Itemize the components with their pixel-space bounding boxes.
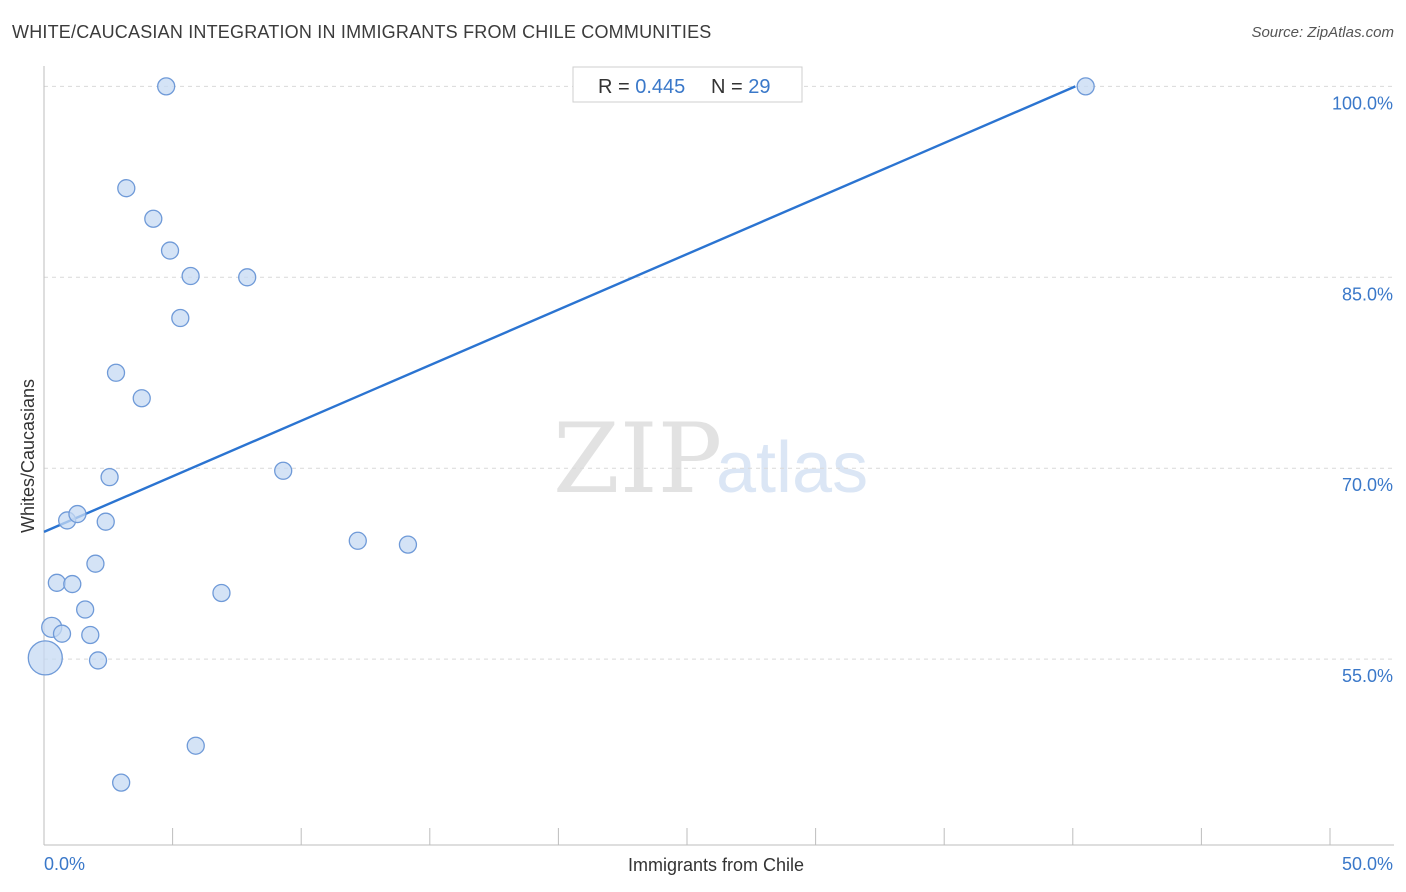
y-tick-label: 55.0% — [1342, 666, 1393, 686]
trendline — [43, 85, 1076, 533]
data-point[interactable] — [171, 308, 190, 328]
data-point[interactable] — [157, 77, 176, 96]
data-point[interactable] — [47, 573, 67, 592]
data-point[interactable] — [212, 583, 231, 603]
y-tick-label: 85.0% — [1342, 284, 1393, 304]
r-stat: R = 0.445 — [598, 76, 685, 98]
data-point[interactable] — [238, 268, 257, 287]
data-point[interactable] — [144, 209, 163, 228]
ticks: 55.0% 70.0% 85.0% 100.0% 0.0% 50.0% — [44, 93, 1393, 874]
watermark-zip: ZIP — [553, 403, 722, 515]
x-tick-label: 50.0% — [1342, 854, 1393, 874]
gridlines — [44, 85, 1394, 660]
data-point[interactable] — [112, 773, 131, 792]
data-point[interactable] — [76, 600, 95, 619]
watermark: ZIP atlas — [553, 403, 868, 515]
data-point[interactable] — [274, 461, 293, 480]
r-value: 0.445 — [635, 76, 685, 98]
data-point[interactable] — [186, 736, 205, 755]
data-point[interactable] — [106, 363, 126, 382]
chart-title: WHITE/CAUCASIAN INTEGRATION IN IMMIGRANT… — [12, 22, 712, 42]
stats-box: R = 0.445 N = 29 — [572, 66, 803, 103]
r-label: R = — [598, 76, 635, 98]
data-point[interactable] — [160, 241, 180, 260]
data-point[interactable] — [1076, 77, 1095, 96]
axes — [43, 66, 1394, 846]
data-point[interactable] — [117, 179, 136, 198]
data-point[interactable] — [27, 640, 63, 676]
data-point[interactable] — [63, 574, 82, 594]
n-value: 29 — [748, 76, 770, 98]
n-stat: N = 29 — [711, 76, 771, 98]
y-tick-label: 70.0% — [1342, 475, 1393, 495]
data-point[interactable] — [68, 504, 87, 524]
x-tick-label: 0.0% — [44, 854, 85, 874]
data-point[interactable] — [88, 651, 108, 670]
data-point[interactable] — [81, 625, 100, 645]
n-label: N = — [711, 76, 748, 98]
y-axis-label: Whites/Caucasians — [18, 379, 38, 533]
data-point[interactable] — [181, 266, 200, 286]
data-point[interactable] — [52, 624, 72, 643]
data-point[interactable] — [132, 389, 151, 408]
data-point[interactable] — [86, 554, 105, 573]
data-point[interactable] — [96, 512, 115, 531]
y-tick-label: 100.0% — [1332, 93, 1393, 113]
data-point[interactable] — [398, 535, 418, 554]
x-axis-label: Immigrants from Chile — [628, 855, 804, 875]
trendline-group — [43, 85, 1076, 533]
data-point[interactable] — [100, 467, 119, 487]
data-point[interactable] — [348, 531, 367, 550]
data-points — [27, 77, 1095, 792]
stats-box-frame — [572, 66, 803, 103]
source-label: Source: ZipAtlas.com — [1251, 24, 1394, 41]
